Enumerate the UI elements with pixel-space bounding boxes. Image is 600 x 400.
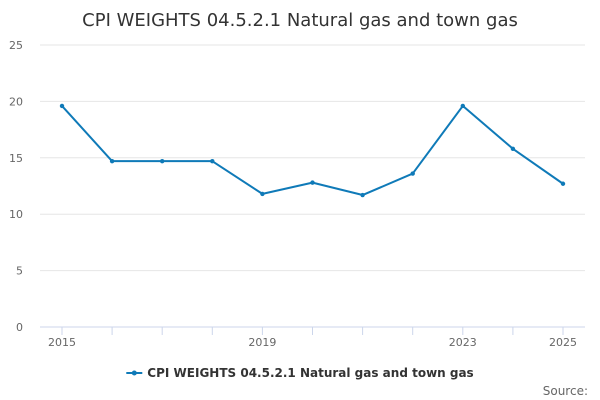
gridlines — [40, 44, 585, 272]
data-point[interactable] — [310, 180, 315, 185]
x-tick-label: 2015 — [48, 336, 76, 349]
data-point[interactable] — [460, 103, 465, 109]
legend[interactable]: CPI WEIGHTS 04.5.2.1 Natural gas and tow… — [126, 366, 474, 380]
data-point[interactable] — [160, 158, 165, 164]
source-label: Source: — [543, 384, 588, 398]
data-point[interactable] — [410, 171, 415, 176]
data-point[interactable] — [109, 158, 115, 164]
chart-title: CPI WEIGHTS 04.5.2.1 Natural gas and tow… — [82, 10, 518, 31]
data-point[interactable] — [510, 146, 516, 151]
y-tick-label: 25 — [9, 39, 23, 52]
legend-dot-swatch — [131, 370, 137, 376]
series-layer — [59, 103, 566, 198]
data-point[interactable] — [360, 192, 365, 198]
legend-entry-label: CPI WEIGHTS 04.5.2.1 Natural gas and tow… — [147, 366, 473, 380]
data-point[interactable] — [560, 181, 566, 186]
data-point[interactable] — [210, 158, 215, 164]
x-axis: 2015 2019 2023 2025 — [40, 326, 585, 349]
y-tick-label: 20 — [9, 95, 23, 108]
x-tick-label: 2019 — [248, 336, 276, 349]
y-axis: 0 5 10 15 20 25 — [9, 39, 23, 334]
y-tick-label: 5 — [16, 265, 23, 278]
y-tick-label: 15 — [9, 152, 23, 165]
y-tick-label: 10 — [9, 208, 23, 221]
data-point[interactable] — [59, 103, 65, 109]
x-tick-label: 2023 — [449, 336, 477, 349]
data-point[interactable] — [260, 191, 265, 197]
y-tick-label: 0 — [16, 321, 23, 334]
x-tick-label: 2025 — [549, 336, 577, 349]
